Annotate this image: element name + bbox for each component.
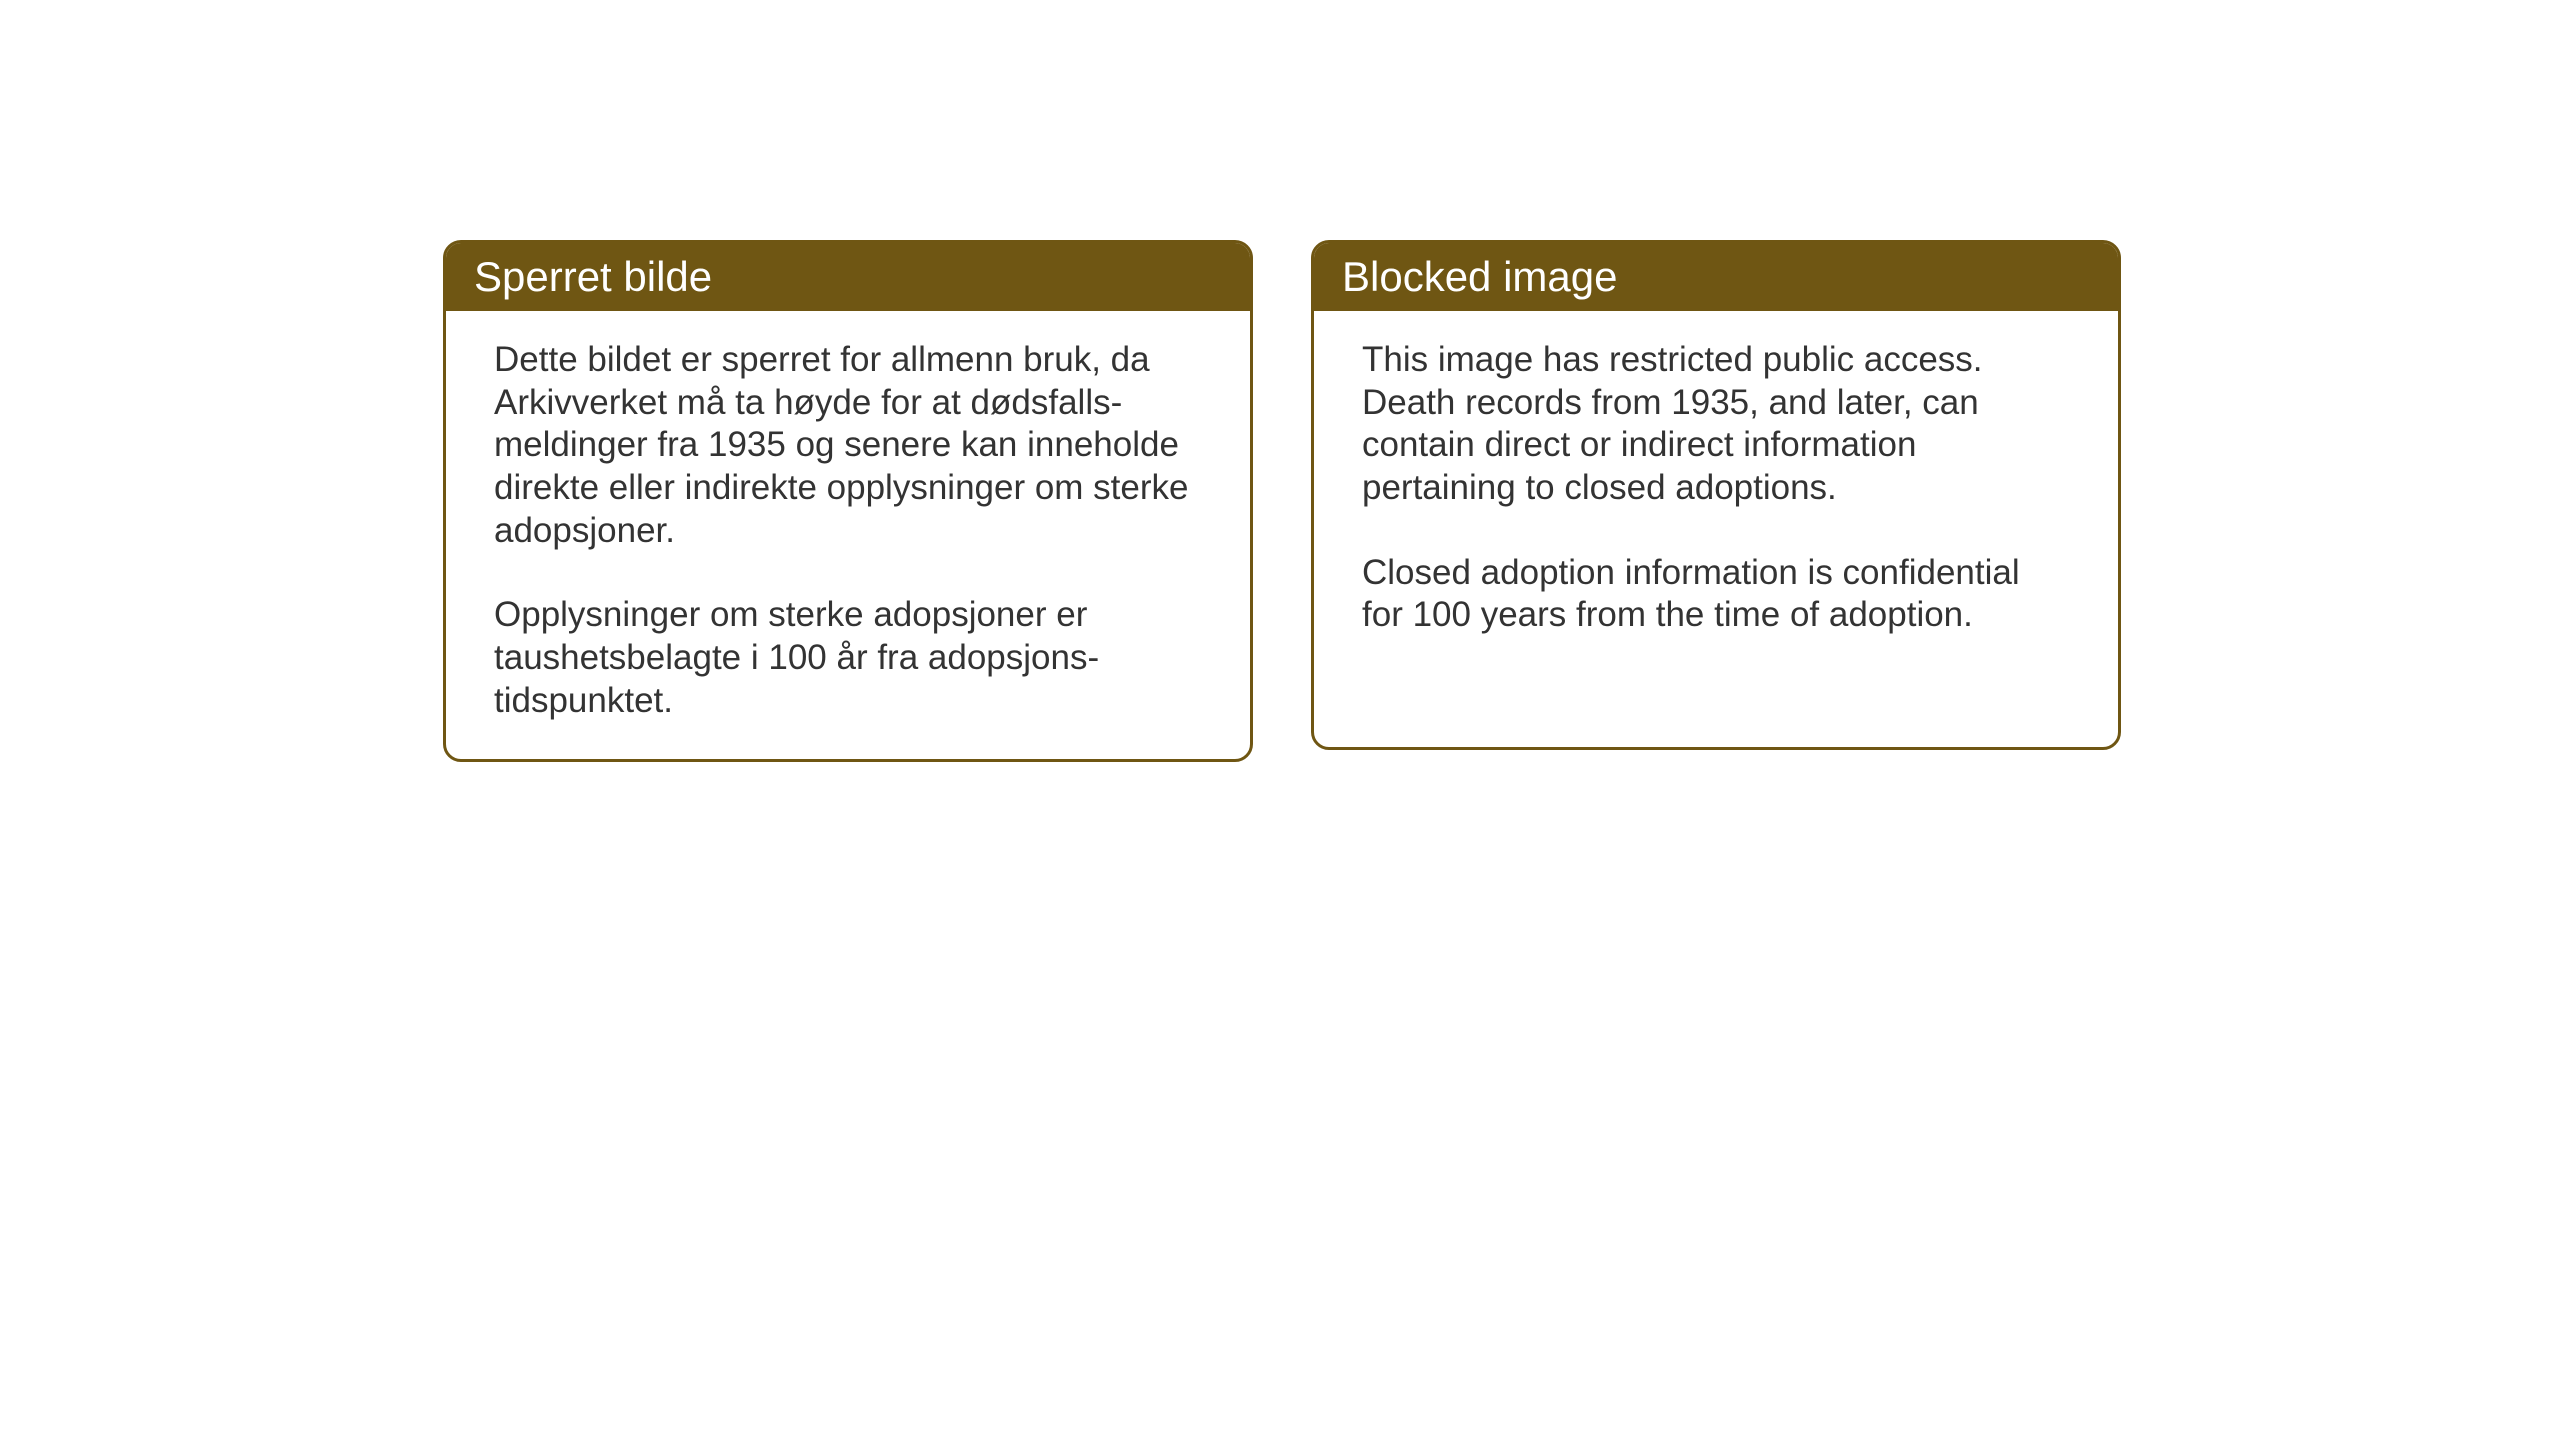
card-title-norwegian: Sperret bilde bbox=[474, 253, 712, 300]
card-title-english: Blocked image bbox=[1342, 253, 1617, 300]
notice-card-norwegian: Sperret bilde Dette bildet er sperret fo… bbox=[443, 240, 1253, 762]
card-body-english: This image has restricted public access.… bbox=[1314, 311, 2118, 673]
card-paragraph-norwegian-2: Opplysninger om sterke adopsjoner er tau… bbox=[494, 594, 1202, 722]
card-paragraph-english-1: This image has restricted public access.… bbox=[1362, 339, 2070, 510]
notice-container: Sperret bilde Dette bildet er sperret fo… bbox=[443, 240, 2121, 762]
card-header-english: Blocked image bbox=[1314, 243, 2118, 311]
card-paragraph-english-2: Closed adoption information is confident… bbox=[1362, 552, 2070, 637]
card-header-norwegian: Sperret bilde bbox=[446, 243, 1250, 311]
card-paragraph-norwegian-1: Dette bildet er sperret for allmenn bruk… bbox=[494, 339, 1202, 552]
notice-card-english: Blocked image This image has restricted … bbox=[1311, 240, 2121, 750]
card-body-norwegian: Dette bildet er sperret for allmenn bruk… bbox=[446, 311, 1250, 759]
